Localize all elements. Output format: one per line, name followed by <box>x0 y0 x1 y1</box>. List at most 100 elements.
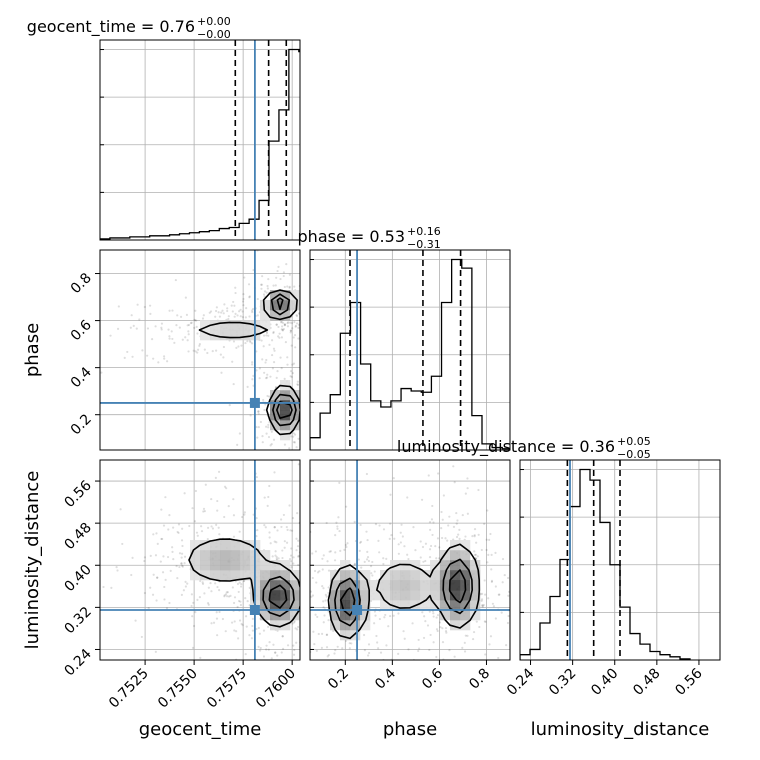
panel-frame <box>99 459 301 661</box>
sample-point <box>279 277 282 281</box>
sample-point <box>283 443 287 446</box>
sample-point <box>244 615 248 618</box>
sample-point <box>309 670 311 672</box>
sample-point <box>317 442 319 444</box>
density-cell <box>450 580 461 591</box>
sample-point <box>160 508 163 511</box>
sample-point <box>260 287 263 290</box>
sample-point <box>376 613 378 615</box>
sample-point <box>311 285 313 287</box>
sample-point <box>315 309 317 311</box>
sample-point <box>455 522 458 525</box>
sample-point <box>293 285 296 288</box>
sample-point <box>231 310 234 313</box>
sample-point <box>168 309 171 312</box>
sample-point <box>365 472 369 476</box>
sample-point <box>272 360 276 364</box>
sample-point <box>275 323 278 326</box>
sample-point <box>256 436 259 439</box>
sample-point <box>448 682 450 684</box>
sample-point <box>211 350 214 353</box>
density-cell <box>400 580 411 591</box>
sample-point <box>481 604 484 607</box>
sample-point <box>244 597 247 600</box>
sample-point <box>407 648 410 651</box>
sample-point <box>217 470 221 473</box>
density-cell <box>340 560 351 571</box>
sample-point <box>288 636 290 638</box>
sample-point <box>263 371 266 374</box>
sample-point <box>199 525 203 528</box>
density-cell <box>290 580 300 591</box>
sample-point <box>422 560 425 563</box>
sample-point <box>466 634 469 637</box>
sample-point <box>186 324 189 327</box>
sample-point <box>271 367 275 370</box>
sample-point <box>424 619 427 623</box>
sample-point <box>323 614 326 617</box>
sample-point <box>304 400 306 402</box>
density-cell <box>220 550 231 561</box>
sample-point <box>501 557 505 561</box>
sample-point <box>269 444 272 447</box>
density-cell <box>230 330 241 341</box>
sample-point <box>276 529 279 532</box>
sample-point <box>50 331 52 333</box>
density-cell <box>340 630 351 641</box>
sample-point <box>302 372 304 374</box>
sample-point <box>171 546 174 549</box>
sample-point <box>267 423 270 426</box>
sample-point <box>177 531 180 535</box>
density-cell <box>290 290 300 301</box>
sample-point <box>216 634 219 637</box>
sample-point <box>506 576 510 580</box>
sample-point <box>242 297 245 301</box>
sample-point <box>119 508 122 511</box>
sample-point <box>292 432 295 435</box>
sample-point <box>123 356 126 359</box>
sample-point <box>237 599 241 603</box>
sample-point <box>411 622 414 625</box>
sample-point <box>327 586 330 589</box>
density-cell <box>330 610 341 621</box>
sample-point <box>263 523 266 527</box>
sample-point <box>341 325 343 327</box>
density-cell <box>420 580 431 591</box>
x-tick-label: 0.2 <box>325 666 352 693</box>
contour-line <box>262 575 295 617</box>
sample-point <box>261 275 264 278</box>
sample-point <box>185 313 189 316</box>
sample-point <box>215 617 219 620</box>
sample-point <box>209 582 212 585</box>
sample-point <box>163 585 166 589</box>
sample-point <box>325 595 328 598</box>
sample-point <box>326 655 329 658</box>
sample-point <box>255 475 258 479</box>
sample-point <box>310 542 312 544</box>
sample-point <box>238 619 242 622</box>
sample-point <box>220 311 223 314</box>
sample-point <box>348 642 351 645</box>
pair-panel-geocent_time-phase <box>50 249 343 451</box>
sample-point <box>262 345 265 348</box>
sample-point <box>146 354 149 357</box>
panel-frame <box>309 459 511 661</box>
sample-point <box>233 596 237 599</box>
sample-point <box>268 531 271 534</box>
density-cell <box>470 600 481 611</box>
sample-point <box>295 314 298 317</box>
sample-point <box>305 421 307 423</box>
sample-point <box>315 554 317 556</box>
density-cell <box>340 590 351 601</box>
sample-point <box>437 472 440 475</box>
sample-point <box>456 519 459 522</box>
density-cell <box>450 560 461 571</box>
sample-point <box>304 575 306 577</box>
sample-point <box>341 647 344 650</box>
density-cell <box>460 590 471 601</box>
sample-point <box>131 556 134 559</box>
sample-point <box>243 276 246 279</box>
sample-point <box>183 562 186 565</box>
sample-point <box>421 545 425 549</box>
sample-point <box>261 435 264 438</box>
